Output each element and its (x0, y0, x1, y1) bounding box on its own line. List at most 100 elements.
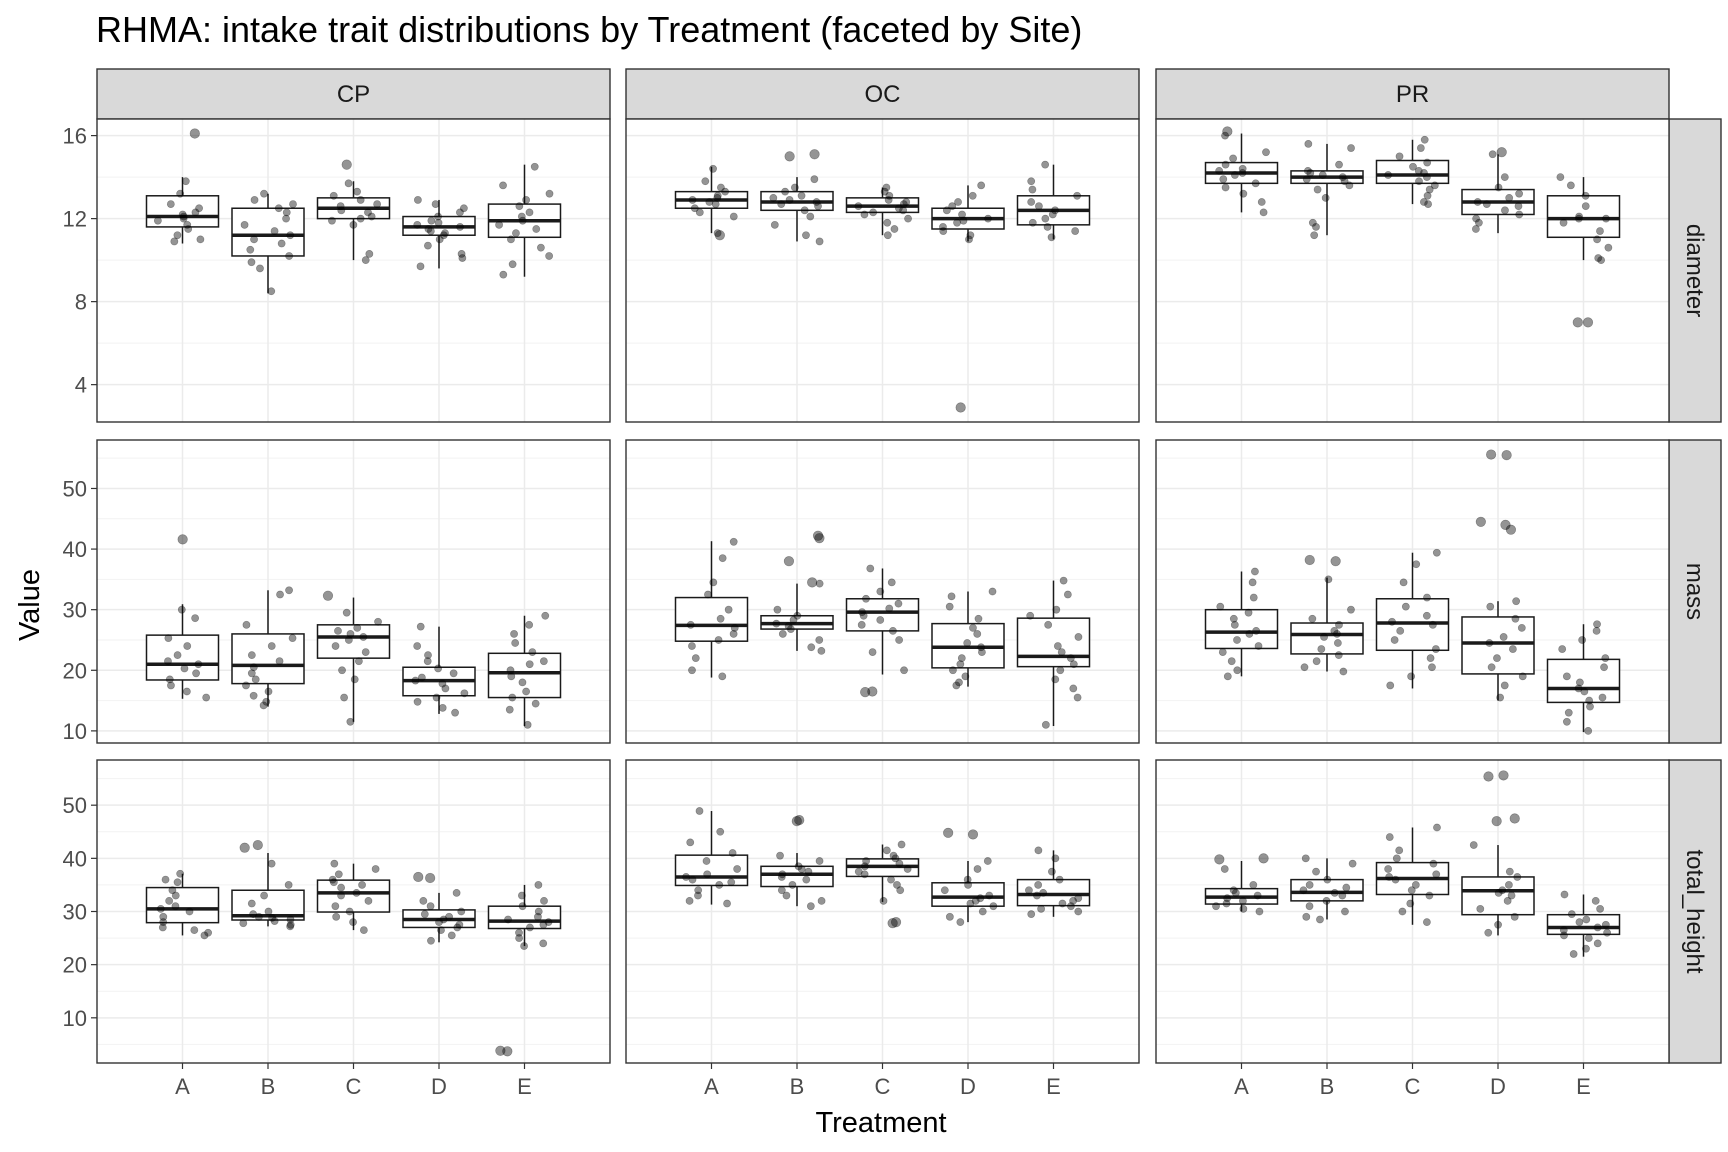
panel-border (96, 439, 611, 744)
data-point (1428, 620, 1437, 629)
box-e (1546, 173, 1621, 328)
data-point (1073, 693, 1082, 702)
data-point (947, 592, 956, 601)
data-point (507, 672, 516, 681)
data-point (153, 216, 162, 225)
data-point (983, 857, 992, 865)
y-tick-label: 16 (63, 124, 87, 149)
data-point (322, 590, 334, 601)
data-point (1214, 854, 1225, 865)
data-point (374, 617, 382, 626)
data-point (267, 859, 276, 868)
data-point (545, 189, 554, 198)
data-point (1321, 193, 1330, 202)
data-point (1027, 177, 1036, 186)
data-point (183, 220, 192, 229)
box-iqr (487, 905, 562, 930)
data-point (1572, 317, 1583, 328)
data-point (164, 634, 173, 643)
facet-strip-label: CP (337, 81, 370, 108)
data-point (789, 616, 798, 624)
panel-oc-diameter (625, 118, 1140, 423)
box-e (1016, 160, 1091, 242)
data-point (242, 620, 251, 629)
y-tick-label: 10 (63, 1006, 87, 1031)
data-point (274, 204, 283, 213)
data-point (1330, 888, 1339, 897)
data-point (869, 208, 878, 217)
data-point (682, 873, 690, 881)
data-point (345, 907, 354, 916)
data-point (1578, 636, 1587, 644)
x-tick-label: B (1320, 1074, 1335, 1099)
data-point (1501, 450, 1512, 461)
data-point (688, 666, 696, 675)
data-point (948, 202, 957, 211)
data-point (1574, 684, 1583, 693)
data-point (1564, 708, 1573, 717)
data-point (1330, 626, 1339, 635)
data-point (285, 252, 294, 260)
data-point (1245, 630, 1254, 638)
data-point (1575, 678, 1584, 687)
data-point (364, 208, 372, 217)
data-point (1052, 605, 1061, 614)
x-tick-label: B (790, 1074, 805, 1099)
data-point (1342, 883, 1351, 892)
data-point (341, 159, 352, 170)
data-point (961, 672, 970, 681)
data-point (344, 636, 353, 644)
data-point (1221, 131, 1229, 140)
box-iqr (1204, 608, 1279, 650)
box-iqr (1290, 878, 1364, 902)
data-point (967, 829, 979, 840)
data-point (528, 648, 537, 656)
data-point (1581, 202, 1590, 211)
data-point (329, 878, 338, 887)
data-point (1500, 519, 1511, 530)
x-tick-label: E (1576, 1074, 1591, 1099)
data-point (815, 237, 824, 246)
data-point (534, 912, 542, 921)
data-point (1407, 886, 1416, 895)
data-point (262, 697, 271, 706)
data-point (458, 254, 467, 262)
data-point (1313, 185, 1322, 194)
data-point (713, 193, 722, 202)
data-point (1422, 918, 1431, 927)
data-point (520, 942, 528, 950)
data-point (1338, 173, 1347, 182)
panel-pr-total-height: A B C D E (1155, 759, 1670, 1099)
data-point (1556, 173, 1565, 182)
data-point (356, 214, 365, 223)
data-point (729, 212, 738, 221)
data-point (733, 865, 742, 873)
data-point (1316, 915, 1324, 924)
data-point (943, 827, 954, 838)
box-d (931, 827, 1005, 927)
data-point (728, 849, 737, 857)
data-point (897, 840, 906, 849)
data-point (887, 918, 898, 929)
data-point (441, 229, 449, 238)
data-point (1229, 886, 1238, 895)
data-point (1508, 645, 1517, 653)
data-point (1484, 928, 1493, 937)
data-point (1252, 626, 1261, 635)
data-point (438, 679, 447, 688)
data-point (807, 643, 816, 652)
data-point (364, 896, 373, 905)
box-iqr (1546, 195, 1621, 239)
data-point (1251, 567, 1259, 576)
data-point (1056, 666, 1065, 675)
data-point (862, 857, 870, 865)
data-point (810, 175, 819, 184)
data-point (1558, 645, 1567, 653)
data-point (1312, 867, 1320, 876)
box-c (845, 183, 920, 240)
data-point (420, 910, 429, 919)
data-point (449, 669, 458, 678)
data-point (517, 212, 526, 221)
data-point (457, 249, 466, 258)
data-point (286, 920, 295, 929)
